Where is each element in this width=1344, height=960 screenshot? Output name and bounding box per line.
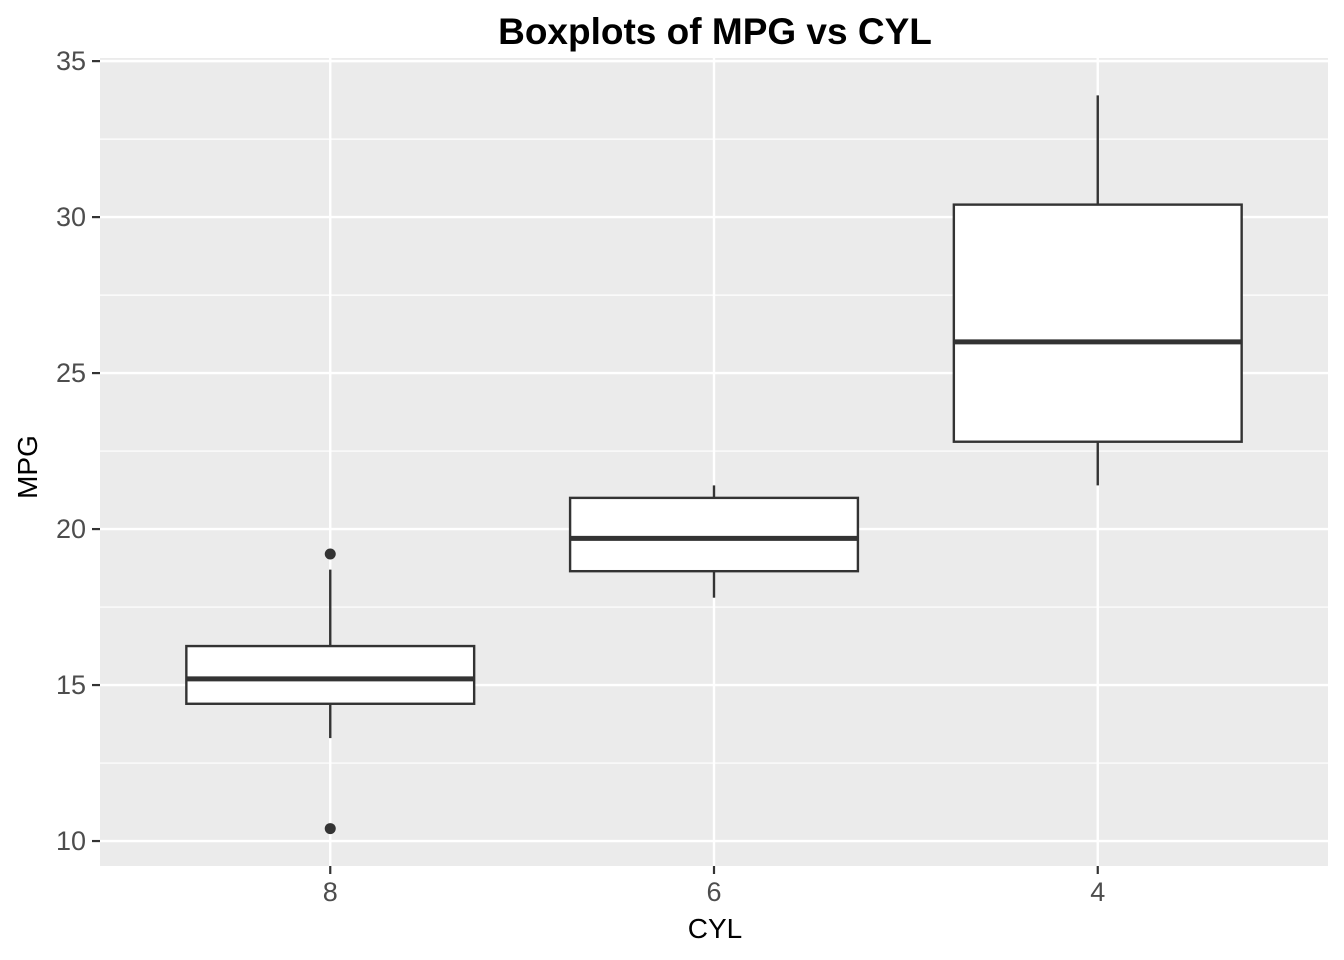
y-tick-label: 35: [56, 46, 86, 76]
x-axis-title: CYL: [688, 913, 742, 944]
outlier-point: [324, 548, 336, 560]
x-tick-label: 6: [706, 877, 721, 907]
iqr-box: [952, 203, 1243, 443]
box-8: [185, 548, 476, 835]
iqr-box: [568, 496, 860, 573]
box-4: [952, 95, 1243, 486]
y-tick-label: 30: [56, 202, 86, 232]
y-axis-title: MPG: [12, 435, 43, 499]
y-tick-label: 10: [56, 826, 86, 856]
iqr-box: [185, 644, 476, 705]
box-6: [568, 485, 860, 598]
y-axis: 10 15 20 25 30 35: [56, 46, 100, 856]
x-tick-label: 8: [323, 877, 338, 907]
y-tick-label: 25: [56, 358, 86, 388]
boxes: [185, 95, 1243, 835]
y-tick-label: 20: [56, 514, 86, 544]
x-tick-label: 4: [1090, 877, 1105, 907]
outlier-point: [324, 823, 336, 835]
chart-title: Boxplots of MPG vs CYL: [498, 11, 932, 52]
y-tick-label: 15: [56, 670, 86, 700]
x-axis: 8 6 4: [323, 866, 1105, 907]
